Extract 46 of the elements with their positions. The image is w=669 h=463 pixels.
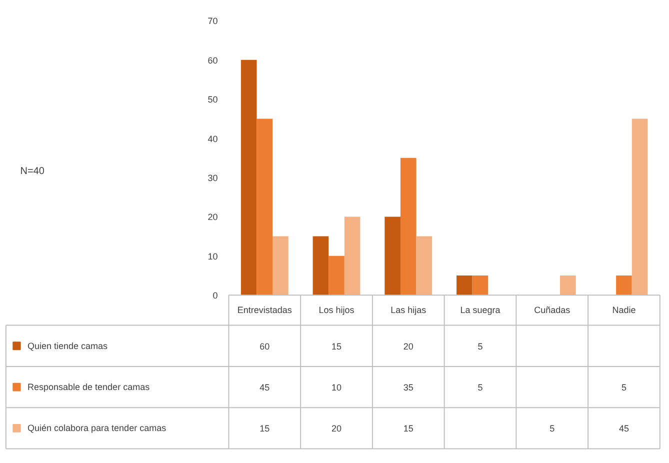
x-tick-label: Los hijos bbox=[318, 305, 355, 316]
x-tick-label: Nadie bbox=[612, 305, 636, 316]
data-label: 5 bbox=[550, 424, 555, 434]
bar bbox=[328, 256, 344, 296]
y-tick-label: 70 bbox=[208, 16, 218, 26]
bar bbox=[472, 276, 488, 296]
bar bbox=[384, 216, 400, 296]
bar bbox=[240, 60, 257, 296]
data-label: 5 bbox=[621, 382, 626, 393]
data-label: 60 bbox=[260, 341, 270, 352]
x-tick-label: Entrevistadas bbox=[237, 305, 292, 316]
bar bbox=[400, 158, 416, 296]
y-tick-label: 40 bbox=[208, 134, 218, 144]
bar bbox=[272, 236, 288, 296]
data-label: 5 bbox=[478, 341, 483, 352]
bar bbox=[456, 276, 472, 296]
legend-label: Responsable de tender camas bbox=[27, 382, 150, 392]
bar bbox=[344, 216, 360, 296]
text: N=40 bbox=[20, 166, 45, 178]
data-label: 45 bbox=[618, 424, 629, 434]
data-label: 20 bbox=[332, 424, 342, 434]
bar bbox=[416, 236, 432, 296]
bar bbox=[616, 276, 632, 296]
y-tick-label: 20 bbox=[208, 212, 218, 222]
bar bbox=[312, 236, 329, 296]
data-label: 45 bbox=[260, 382, 270, 393]
y-tick-label: 30 bbox=[208, 173, 218, 184]
bar bbox=[632, 118, 648, 296]
x-tick-label: Cuñadas bbox=[534, 305, 571, 316]
legend-label: Quien tiende camas bbox=[27, 340, 108, 351]
x-tick-label: Las hijas bbox=[390, 305, 427, 316]
y-tick-label: 50 bbox=[208, 94, 218, 105]
x-tick-label: La suegra bbox=[460, 305, 500, 316]
data-label: 15 bbox=[260, 424, 270, 434]
y-tick-label: 60 bbox=[208, 55, 218, 66]
data-label: 10 bbox=[332, 382, 342, 393]
y-tick-label: 10 bbox=[208, 251, 218, 262]
y-tick-label: 0 bbox=[212, 290, 218, 301]
data-label: 15 bbox=[403, 424, 414, 434]
data-label: 15 bbox=[332, 341, 342, 352]
data-label: 5 bbox=[478, 382, 483, 393]
data-label: 20 bbox=[403, 341, 414, 352]
legend-label: Quién colabora para tender camas bbox=[27, 423, 167, 434]
data-label: 35 bbox=[403, 382, 414, 393]
bar bbox=[256, 118, 273, 296]
bar bbox=[560, 276, 576, 296]
